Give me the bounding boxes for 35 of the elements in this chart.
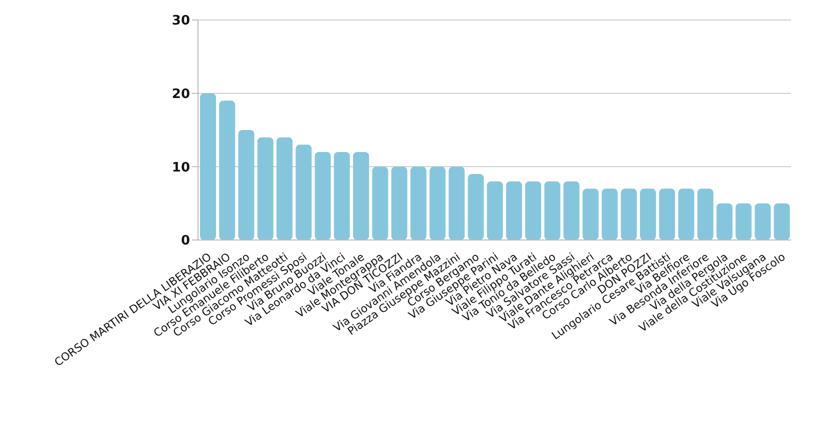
- bar: [774, 203, 790, 240]
- bar: [754, 203, 771, 240]
- bar: [391, 166, 408, 240]
- bar: [659, 188, 676, 240]
- y-tick-label: 0: [180, 234, 190, 249]
- bar: [697, 188, 714, 240]
- y-tick-label: 20: [172, 86, 190, 102]
- bar: [430, 166, 446, 240]
- bar: [602, 188, 618, 240]
- bar: [640, 188, 656, 240]
- bar: [736, 203, 752, 240]
- bar: [678, 188, 694, 240]
- bar: [257, 137, 274, 240]
- bar: [353, 152, 370, 240]
- bar: [582, 188, 599, 240]
- bar: [238, 130, 254, 240]
- bar: [334, 152, 350, 240]
- bar: [620, 188, 637, 240]
- bar: [219, 100, 236, 240]
- bar: [276, 137, 293, 240]
- bar: [372, 166, 388, 240]
- bar: [563, 181, 580, 240]
- y-tick-label: 10: [172, 160, 190, 176]
- y-tick-label: 30: [172, 14, 190, 29]
- bar: [200, 93, 216, 240]
- bar: [506, 181, 522, 240]
- bar: [314, 152, 331, 240]
- bar: [468, 174, 484, 240]
- bar: [525, 181, 542, 240]
- bar: [716, 203, 732, 240]
- bar: [448, 166, 465, 240]
- bar: [544, 181, 560, 240]
- bar: [486, 181, 503, 240]
- bar: [410, 166, 426, 240]
- bar: [296, 144, 312, 240]
